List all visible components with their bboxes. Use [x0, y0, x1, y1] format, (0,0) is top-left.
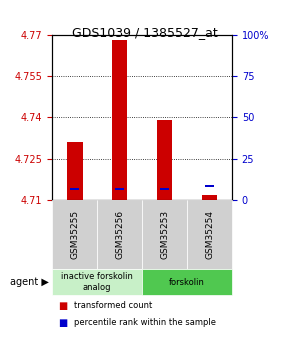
Text: GSM35254: GSM35254 — [205, 210, 214, 259]
Text: ■: ■ — [58, 301, 67, 311]
Text: GSM35256: GSM35256 — [115, 210, 124, 259]
Bar — [160, 188, 169, 190]
Bar — [202, 195, 218, 200]
Bar — [115, 188, 124, 190]
Text: GSM35253: GSM35253 — [160, 210, 169, 259]
Text: agent ▶: agent ▶ — [10, 277, 49, 287]
Text: ■: ■ — [58, 318, 67, 328]
Bar — [67, 142, 83, 200]
Text: inactive forskolin
analog: inactive forskolin analog — [61, 272, 133, 292]
Bar — [157, 120, 173, 200]
Text: transformed count: transformed count — [74, 301, 152, 310]
Bar — [112, 40, 128, 200]
Text: percentile rank within the sample: percentile rank within the sample — [74, 318, 216, 327]
Bar — [205, 185, 214, 187]
Text: forskolin: forskolin — [169, 277, 205, 287]
Text: GDS1039 / 1385527_at: GDS1039 / 1385527_at — [72, 26, 218, 39]
Bar — [70, 188, 79, 190]
Text: GSM35255: GSM35255 — [70, 210, 79, 259]
